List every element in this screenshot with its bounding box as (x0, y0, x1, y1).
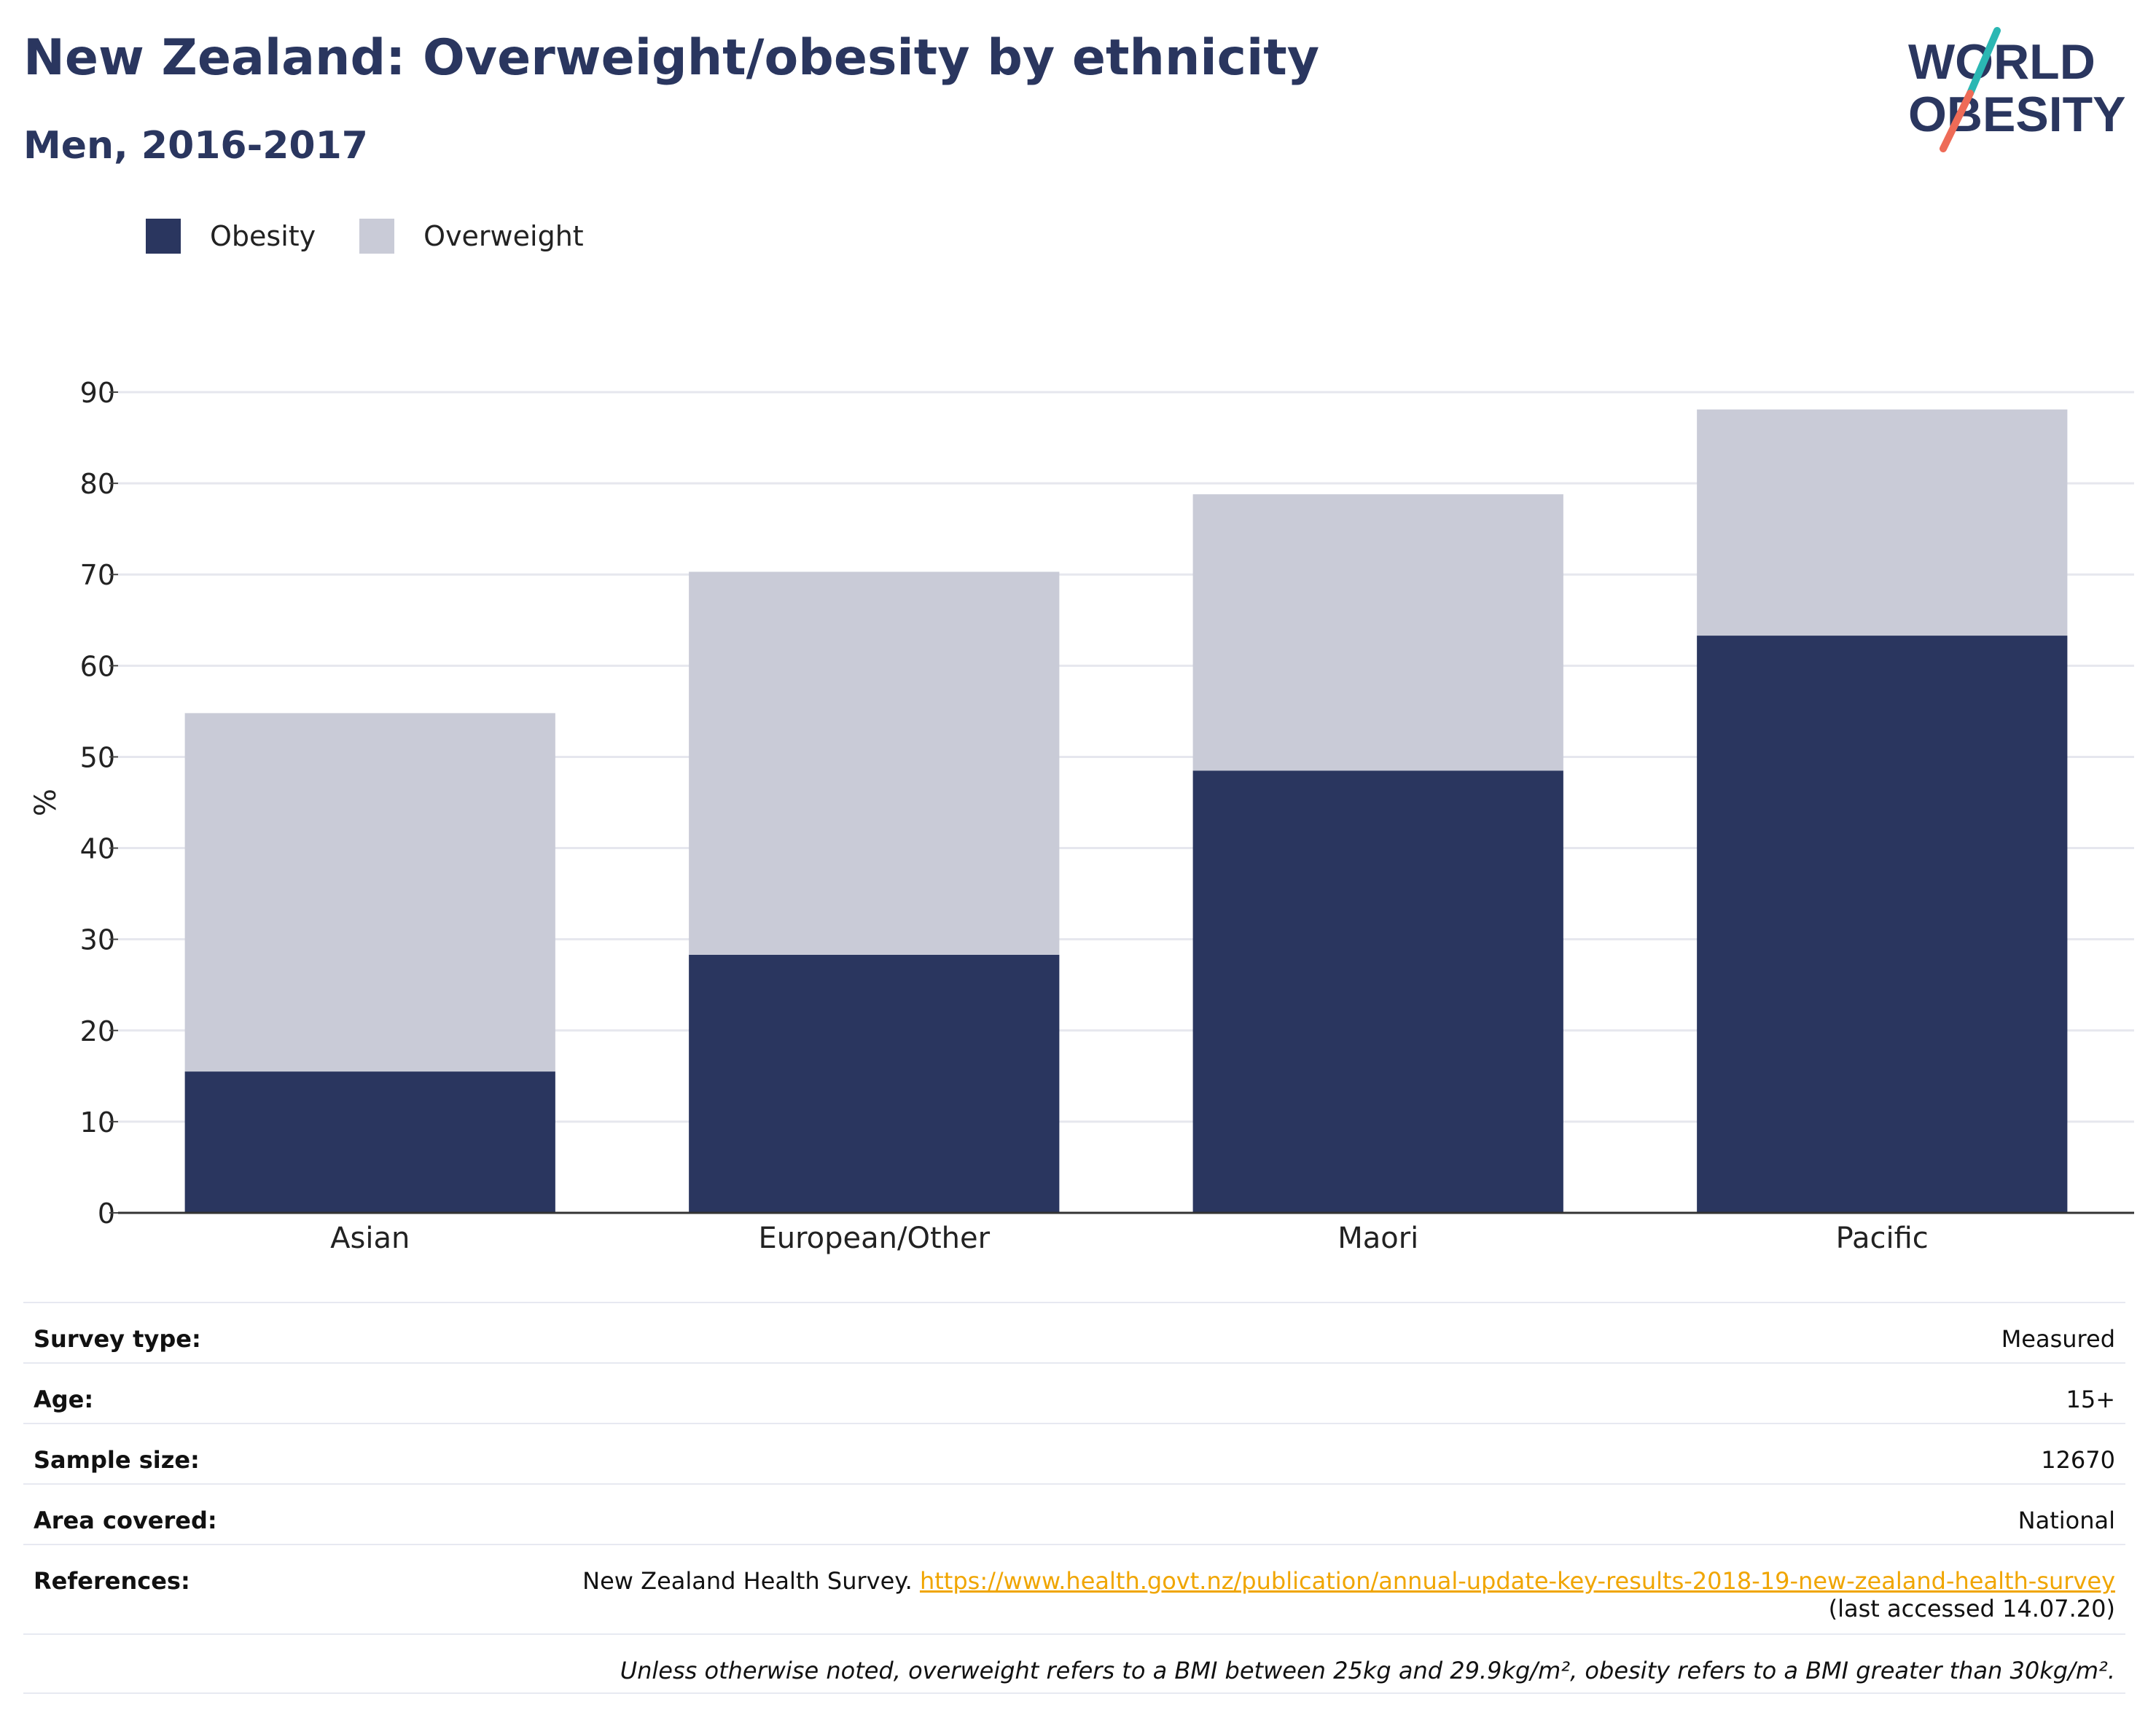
legend-label-overweight: Overweight (423, 220, 584, 252)
y-axis-label: % (29, 789, 63, 816)
bar-obesity-pacific (1697, 636, 2068, 1213)
meta-row-sample-size: Sample size: 12670 (23, 1423, 2125, 1483)
x-tick-label: Maori (1337, 1222, 1418, 1255)
meta-row-area-covered: Area covered: National (23, 1483, 2125, 1544)
y-tick-label: 50 (80, 741, 115, 773)
bar-obesity-european-other (689, 954, 1060, 1213)
bar-overweight-asian (184, 713, 555, 1072)
y-tick-label: 10 (80, 1106, 115, 1139)
meta-key: Area covered: (34, 1507, 217, 1534)
bar-overweight-maori (1192, 494, 1563, 771)
x-tick-label: Pacific (1836, 1222, 1929, 1255)
y-tick-label: 40 (80, 833, 115, 865)
y-tick-label: 90 (80, 377, 115, 409)
bmi-definition-note: Unless otherwise noted, overweight refer… (23, 1633, 2125, 1694)
meta-key: References: (34, 1567, 190, 1595)
meta-row-survey-type: Survey type: Measured (23, 1302, 2125, 1362)
meta-value: National (2018, 1507, 2115, 1534)
legend-swatch-obesity (146, 219, 181, 254)
bar-overweight-european-other (689, 571, 1060, 955)
legend-swatch-overweight (359, 219, 395, 254)
legend-item-overweight[interactable]: Overweight (359, 219, 584, 254)
legend-label-obesity: Obesity (210, 220, 316, 252)
reference-accessed: (last accessed 14.07.20) (1828, 1595, 2115, 1622)
meta-value: 12670 (2041, 1446, 2115, 1474)
meta-value: 15+ (2066, 1386, 2115, 1413)
bar-overweight-pacific (1697, 409, 2068, 636)
world-obesity-logo: WORLD OBESITY (1908, 27, 2126, 152)
meta-value: Measured (2001, 1325, 2115, 1353)
meta-key: Sample size: (34, 1446, 200, 1474)
meta-key: Survey type: (34, 1325, 201, 1353)
meta-row-references: References: New Zealand Health Survey. h… (23, 1544, 2125, 1633)
x-tick-label: Asian (330, 1222, 410, 1255)
survey-metadata-table: Survey type: Measured Age: 15+ Sample si… (23, 1302, 2125, 1694)
logo-word-obesity: OBESITY (1908, 87, 2126, 142)
logo-slash-top (1966, 27, 2001, 97)
bar-obesity-maori (1192, 770, 1563, 1213)
y-tick-label: 30 (80, 924, 115, 956)
page-title: New Zealand: Overweight/obesity by ethni… (23, 29, 1320, 87)
y-tick-label: 20 (80, 1015, 115, 1047)
x-tick-label: European/Other (758, 1222, 990, 1255)
chart-legend: Obesity Overweight (146, 216, 628, 257)
y-tick-label: 60 (80, 650, 115, 682)
reference-source: New Zealand Health Survey. (582, 1567, 920, 1595)
logo-slash-bottom (1940, 90, 1974, 152)
y-tick-label: 70 (80, 559, 115, 591)
bar-obesity-asian (184, 1071, 555, 1213)
meta-row-age: Age: 15+ (23, 1362, 2125, 1423)
logo-word-world: WORLD (1908, 34, 2096, 90)
page-subtitle: Men, 2016-2017 (23, 124, 368, 168)
reference-link[interactable]: https://www.health.govt.nz/publication/a… (919, 1567, 2115, 1595)
meta-key: Age: (34, 1386, 94, 1413)
legend-item-obesity[interactable]: Obesity (146, 219, 316, 254)
references-value: New Zealand Health Survey. https://www.h… (582, 1567, 2115, 1622)
y-tick-label: 80 (80, 468, 115, 500)
